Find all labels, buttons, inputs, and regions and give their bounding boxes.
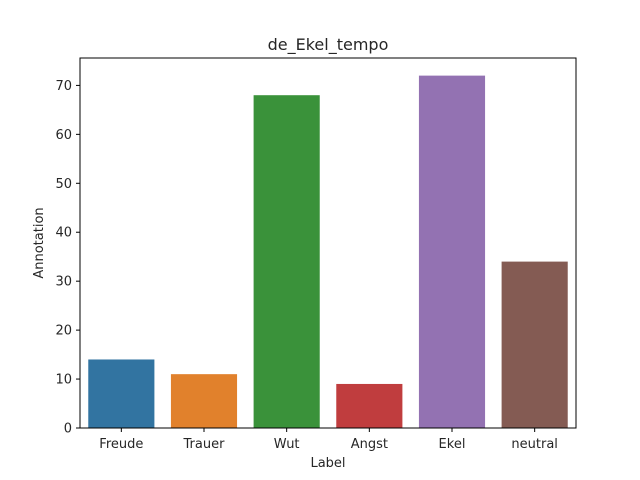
y-tick-label: 40 — [55, 226, 72, 241]
plot-frame — [79, 57, 577, 429]
x-tick-label: Trauer — [183, 437, 226, 452]
x-axis-title: Label — [310, 456, 345, 471]
y-tick-label: 30 — [55, 275, 72, 290]
bar-angst — [336, 383, 403, 428]
x-tick-label: Angst — [351, 437, 388, 452]
x-tick-label: Freude — [99, 437, 143, 452]
x-tick-label: neutral — [511, 437, 558, 452]
y-tick-label: 50 — [55, 177, 72, 192]
y-axis-title: Annotation — [32, 207, 47, 278]
x-tick-label: Ekel — [439, 437, 466, 452]
y-ticks-group: 0 10 20 30 40 50 60 70 — [55, 79, 80, 437]
bar-wut — [253, 95, 320, 428]
bar-ekel — [418, 75, 486, 429]
y-tick-label: 0 — [64, 422, 72, 437]
y-tick-label: 60 — [55, 128, 72, 143]
bars-group — [88, 75, 568, 429]
bar-freude — [88, 359, 155, 428]
y-tick-label: 20 — [55, 324, 72, 339]
bar-trauer — [170, 374, 238, 428]
x-ticks-group: Freude Trauer Wut Angst Ekel neutral — [99, 428, 558, 452]
chart-title: de_Ekel_tempo — [268, 35, 389, 55]
bar-neutral — [501, 261, 568, 428]
y-tick-label: 10 — [55, 373, 72, 388]
x-tick-label: Wut — [274, 437, 300, 452]
y-tick-label: 70 — [55, 79, 72, 94]
